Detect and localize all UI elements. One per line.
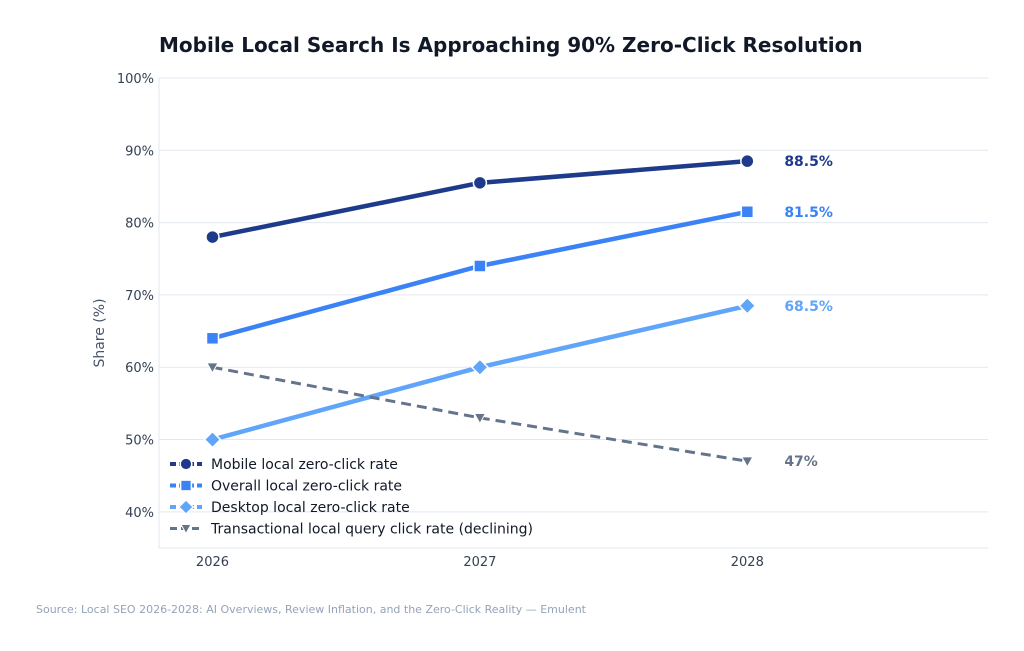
data-point bbox=[738, 296, 757, 315]
series-3: 47% bbox=[206, 362, 818, 470]
legend-marker bbox=[179, 479, 193, 492]
data-point bbox=[740, 456, 754, 468]
x-tick-label: 2026 bbox=[196, 555, 229, 570]
legend-label: Transactional local query click rate (de… bbox=[210, 522, 533, 538]
y-tick-label: 40% bbox=[125, 506, 154, 521]
series-line bbox=[211, 209, 748, 341]
y-tick-label: 80% bbox=[125, 217, 154, 232]
legend-marker bbox=[179, 457, 193, 471]
data-point bbox=[470, 358, 489, 377]
series-0: 88.5% bbox=[205, 153, 833, 245]
y-tick-label: 90% bbox=[125, 144, 154, 159]
end-value-label: 81.5% bbox=[784, 205, 833, 221]
end-value-label: 68.5% bbox=[784, 299, 833, 315]
legend-marker bbox=[180, 524, 192, 535]
data-point bbox=[472, 175, 488, 191]
data-point bbox=[206, 362, 219, 374]
source-note: Source: Local SEO 2026-2028: AI Overview… bbox=[36, 603, 586, 616]
legend-label: Mobile local zero-click rate bbox=[211, 457, 398, 473]
data-point bbox=[203, 430, 222, 449]
y-tick-label: 60% bbox=[125, 361, 154, 376]
legend-marker bbox=[177, 498, 195, 516]
legend-label: Overall local zero-click rate bbox=[211, 479, 402, 495]
chart-title: Mobile Local Search Is Approaching 90% Z… bbox=[159, 33, 863, 57]
data-point bbox=[473, 412, 487, 425]
data-point bbox=[473, 259, 487, 273]
x-tick-label: 2027 bbox=[463, 555, 496, 570]
legend-label: Desktop local zero-click rate bbox=[211, 500, 410, 516]
series-2: 68.5% bbox=[203, 296, 833, 449]
data-point bbox=[205, 229, 220, 245]
series-1: 81.5% bbox=[205, 205, 833, 346]
y-tick-label: 50% bbox=[125, 434, 154, 449]
series-line bbox=[212, 158, 748, 240]
data-point bbox=[740, 205, 755, 219]
end-value-label: 88.5% bbox=[784, 154, 833, 170]
y-axis-label: Share (%) bbox=[92, 298, 108, 367]
x-tick-label: 2028 bbox=[731, 555, 764, 570]
end-value-label: 47% bbox=[784, 454, 818, 470]
data-point bbox=[740, 153, 755, 169]
y-tick-label: 70% bbox=[125, 289, 154, 304]
legend: Mobile local zero-click rate Overall loca… bbox=[170, 457, 533, 538]
y-tick-label: 100% bbox=[117, 72, 154, 87]
data-point bbox=[205, 331, 220, 346]
